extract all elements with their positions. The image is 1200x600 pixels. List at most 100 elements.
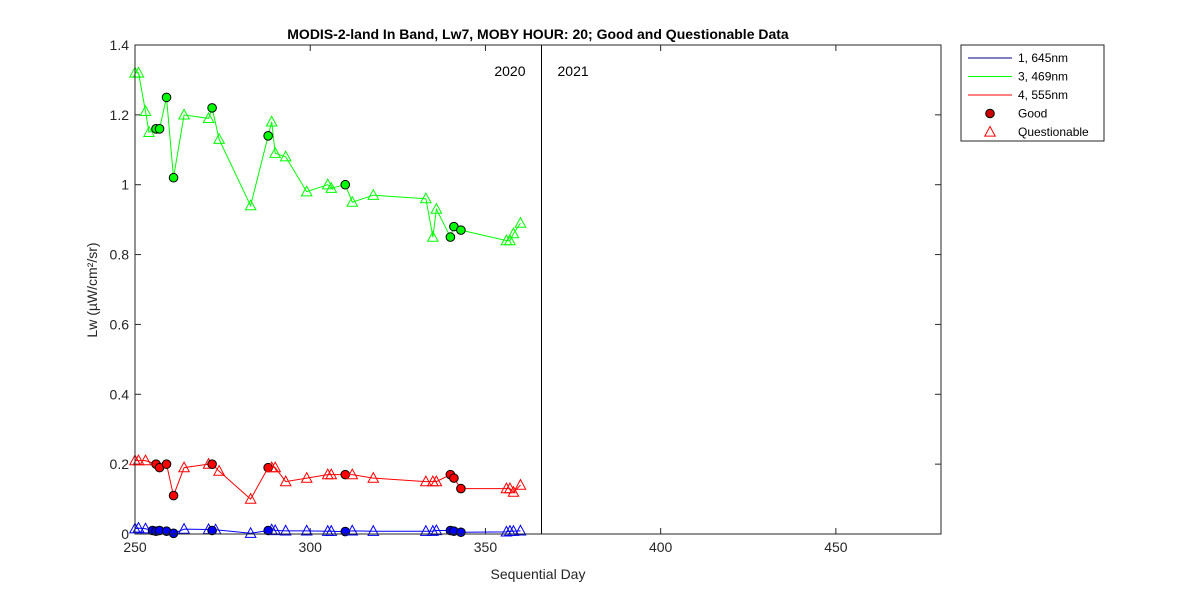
y-tick-label: 0.2 [110, 456, 130, 472]
questionable-point [514, 478, 527, 490]
good-point [168, 528, 179, 539]
good-point [161, 459, 172, 469]
year-label-right: 2021 [558, 63, 589, 79]
good-point [456, 527, 466, 538]
series-line-1 [135, 72, 521, 242]
good-point [263, 131, 273, 141]
x-axis-label: Sequential Day [491, 566, 586, 582]
good-point [161, 92, 172, 103]
questionable-point [300, 471, 313, 483]
questionable-point [367, 188, 380, 200]
questionable-point [177, 108, 191, 120]
questionable-point [132, 66, 145, 78]
good-point [168, 490, 179, 501]
questionable-point [426, 475, 439, 487]
questionable-point [142, 125, 156, 137]
year-label-left: 2020 [494, 63, 525, 79]
questionable-point [279, 150, 292, 162]
questionable-point [213, 132, 226, 144]
questionable-point [269, 523, 282, 536]
legend-label: 4, 555nm [1018, 88, 1068, 102]
good-point [168, 172, 179, 183]
questionable-point [325, 181, 338, 193]
x-tick-label: 350 [474, 539, 498, 555]
questionable-point [177, 522, 191, 534]
good-point [207, 459, 217, 469]
questionable-point [430, 523, 443, 536]
questionable-point [139, 454, 152, 466]
questionable-point [367, 471, 380, 483]
legend: 1, 645nm 3, 469nm 4, 555nm Good Questionable [960, 44, 1105, 142]
questionable-point [139, 104, 152, 116]
questionable-point [202, 111, 215, 123]
legend-label: Good [1018, 107, 1047, 121]
chart-title: MODIS-2-land In Band, Lw7, MOBY HOUR: 20… [287, 26, 789, 42]
questionable-point [213, 464, 226, 476]
questionable-point [269, 146, 282, 158]
good-point [154, 124, 165, 134]
x-tick-label: 250 [123, 539, 147, 555]
questionable-point [139, 522, 152, 534]
plot-frame [134, 44, 942, 535]
questionable-point [346, 468, 359, 480]
good-point [207, 103, 217, 113]
y-tick-label: 1 [121, 177, 129, 193]
good-point [340, 469, 351, 480]
series-line-2 [135, 460, 521, 500]
x-tick-label: 450 [824, 539, 848, 555]
legend-label: Questionable [1018, 125, 1089, 139]
questionable-point [325, 524, 338, 536]
x-tick-label: 400 [649, 539, 673, 555]
plot-area: 250 300 350 400 450 0 0.2 0.4 0.6 0.8 1 1.2 1.4 2020 2… [110, 37, 941, 555]
questionable-point [514, 216, 527, 228]
questionable-point [514, 524, 527, 536]
questionable-point [269, 461, 282, 473]
good-point [340, 179, 351, 190]
good-point [445, 232, 456, 242]
questionable-point [430, 475, 443, 487]
legend-label: 1, 645nm [1018, 51, 1068, 65]
y-tick-label: 0.8 [110, 247, 130, 263]
questionable-point [503, 234, 517, 246]
questionable-point [244, 526, 257, 538]
questionable-point [132, 454, 145, 466]
questionable-point [346, 195, 359, 207]
questionable-point [507, 485, 520, 497]
y-axis-label: Lw (µW/cm²/sr) [84, 242, 100, 337]
questionable-point [426, 230, 439, 242]
questionable-point [426, 524, 439, 536]
good-point [456, 225, 466, 235]
questionable-point [321, 468, 334, 480]
questionable-point [419, 192, 432, 204]
legend-good-marker [985, 108, 995, 119]
y-tick-label: 1.4 [110, 37, 130, 53]
legend-box [960, 44, 1105, 142]
questionable-point [177, 461, 191, 473]
y-tick-label: 0.4 [110, 386, 130, 402]
questionable-point [300, 524, 313, 536]
legend-label: 3, 469nm [1018, 70, 1068, 84]
good-point [449, 473, 459, 483]
questionable-point [346, 524, 359, 536]
questionable-point [507, 524, 520, 536]
questionable-point [244, 199, 257, 211]
legend-questionable-marker [983, 125, 997, 137]
questionable-point [430, 202, 443, 214]
y-tick-label: 0.6 [110, 316, 130, 332]
questionable-point [300, 185, 313, 197]
questionable-point [507, 227, 520, 239]
questionable-point [265, 115, 278, 127]
questionable-point [419, 475, 432, 487]
questionable-point [367, 524, 380, 536]
questionable-point [279, 475, 292, 487]
questionable-point [244, 492, 257, 504]
questionable-point [500, 525, 513, 537]
questionable-point [132, 521, 145, 533]
good-point [456, 483, 466, 494]
questionable-point [325, 468, 338, 480]
questionable-point [500, 482, 513, 494]
x-tick-label: 300 [299, 539, 323, 555]
y-tick-label: 1.2 [110, 107, 130, 123]
questionable-point [279, 524, 292, 536]
